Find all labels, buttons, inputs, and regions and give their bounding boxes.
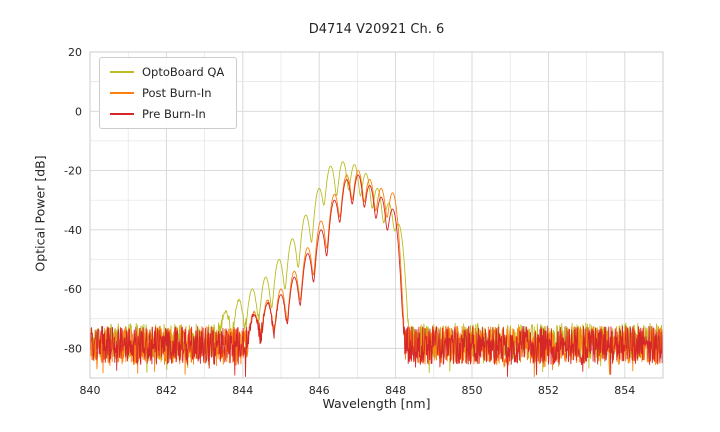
svg-text:0: 0 — [75, 105, 82, 118]
svg-text:840: 840 — [80, 384, 101, 397]
legend-label: OptoBoard QA — [142, 65, 225, 79]
legend-label: Pre Burn-In — [142, 107, 206, 121]
svg-text:850: 850 — [462, 384, 483, 397]
svg-text:844: 844 — [232, 384, 253, 397]
legend-item-optoboard-qa: OptoBoard QA — [110, 65, 224, 79]
svg-text:842: 842 — [156, 384, 177, 397]
legend-line-swatch — [110, 71, 134, 73]
x-axis-label: Wavelength [nm] — [322, 396, 431, 411]
svg-text:-80: -80 — [64, 342, 82, 355]
chart-title: D4714 V20921 Ch. 6 — [308, 22, 445, 37]
legend-item-pre-burn-in: Pre Burn-In — [110, 107, 224, 121]
svg-text:-20: -20 — [64, 165, 82, 178]
legend-line-swatch — [110, 113, 134, 115]
legend-item-post-burn-in: Post Burn-In — [110, 86, 224, 100]
svg-text:852: 852 — [538, 384, 559, 397]
svg-text:854: 854 — [614, 384, 635, 397]
legend-label: Post Burn-In — [142, 86, 212, 100]
svg-text:20: 20 — [68, 46, 82, 59]
legend: OptoBoard QA Post Burn-In Pre Burn-In — [99, 57, 238, 129]
legend-line-swatch — [110, 92, 134, 94]
svg-text:-40: -40 — [64, 224, 82, 237]
svg-text:-60: -60 — [64, 283, 82, 296]
y-axis-label: Optical Power [dB] — [32, 155, 48, 272]
svg-text:846: 846 — [309, 384, 330, 397]
svg-text:848: 848 — [385, 384, 406, 397]
